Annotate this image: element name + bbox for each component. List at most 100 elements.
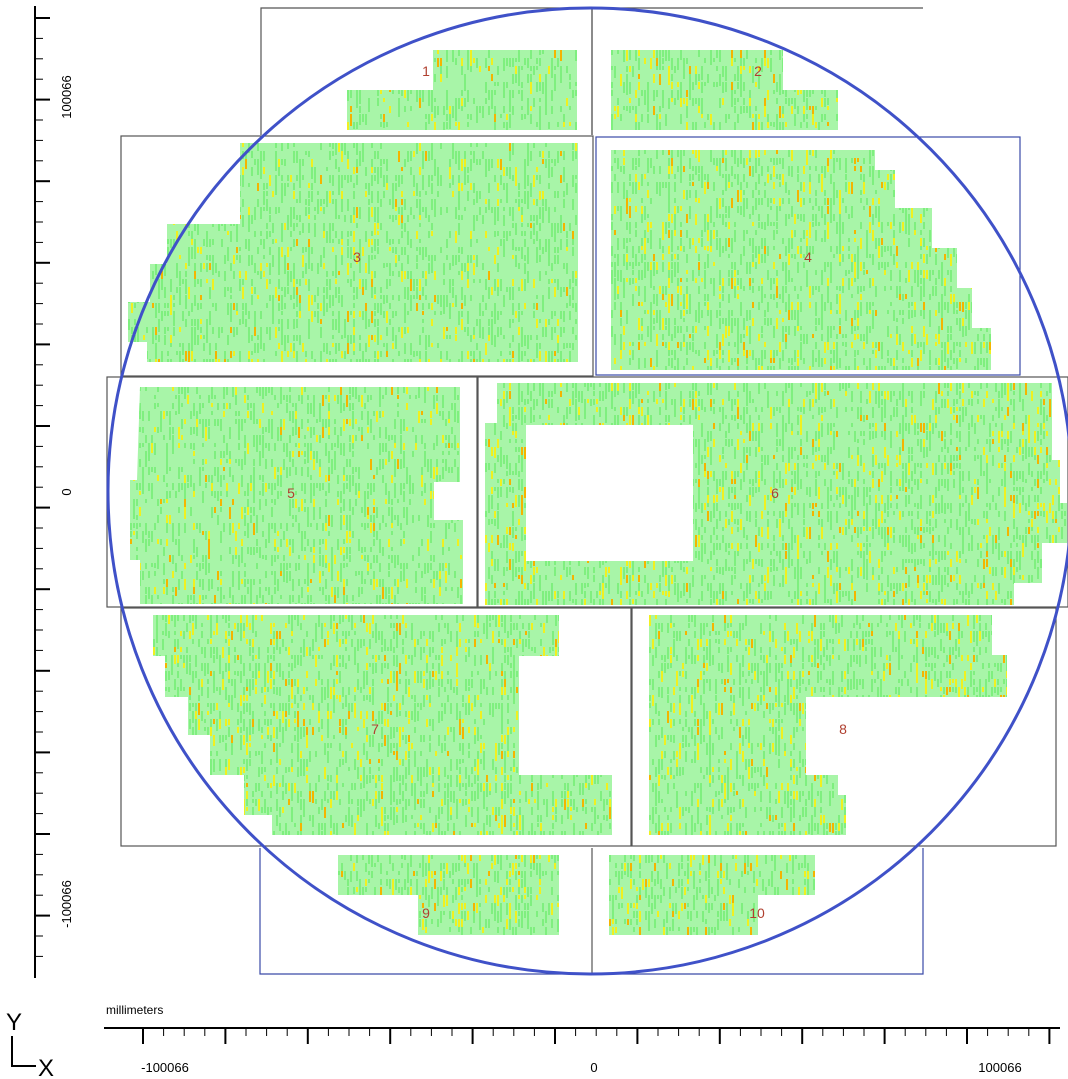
die-cell xyxy=(575,122,577,130)
die-cell xyxy=(428,114,430,124)
die-cell xyxy=(206,167,208,178)
die-cell xyxy=(938,238,940,249)
die-cell xyxy=(875,206,877,218)
die-cell xyxy=(181,403,183,407)
die-cell xyxy=(220,491,222,496)
die-cell xyxy=(197,303,199,310)
die-cell xyxy=(512,58,514,67)
die-cell xyxy=(356,122,358,129)
die-cell xyxy=(476,114,478,123)
die-cell xyxy=(857,254,859,266)
die-cell xyxy=(316,483,318,488)
die-cell xyxy=(914,310,916,317)
die-cell xyxy=(512,207,514,219)
die-cell xyxy=(554,191,556,198)
die-cell xyxy=(251,335,253,341)
die-cell xyxy=(374,303,376,310)
die-cell xyxy=(260,151,262,163)
die-cell xyxy=(374,359,376,362)
die-cell xyxy=(133,507,135,519)
die-cell xyxy=(377,167,379,179)
die-cell xyxy=(623,158,625,165)
die-cell xyxy=(812,114,814,125)
die-cell xyxy=(830,350,832,354)
die-cell xyxy=(431,58,433,63)
die-cell xyxy=(449,114,451,123)
die-cell xyxy=(401,263,403,271)
die-cell xyxy=(623,166,625,174)
die-cell xyxy=(197,247,199,253)
die-cell xyxy=(191,327,193,336)
die-cell xyxy=(247,507,249,515)
die-cell xyxy=(746,182,748,188)
die-cell xyxy=(173,327,175,336)
die-cell xyxy=(722,98,724,105)
die-cell xyxy=(839,302,841,314)
die-cell xyxy=(560,359,562,362)
die-cell xyxy=(719,310,721,316)
die-cell xyxy=(166,459,168,467)
die-cell xyxy=(223,595,225,599)
die-cell xyxy=(266,183,268,189)
die-cell xyxy=(214,395,216,399)
die-cell xyxy=(319,539,321,545)
die-cell xyxy=(827,74,829,85)
die-cell xyxy=(172,531,174,542)
die-cell xyxy=(179,295,181,305)
die-cell xyxy=(653,50,655,58)
die-cell xyxy=(950,254,952,266)
die-cell xyxy=(836,358,838,369)
die-cell xyxy=(176,351,178,355)
die-cell xyxy=(779,106,781,118)
die-cell xyxy=(626,198,628,210)
die-cell xyxy=(488,247,490,251)
die-cell xyxy=(893,366,895,370)
die-cell xyxy=(139,403,141,414)
die-cell xyxy=(377,82,379,89)
die-cell xyxy=(139,507,141,516)
die-cell xyxy=(554,247,556,253)
die-cell xyxy=(941,310,943,322)
die-cell xyxy=(905,366,907,370)
die-cell xyxy=(203,239,205,246)
die-cell xyxy=(289,539,291,545)
die-cell xyxy=(188,287,190,299)
die-cell xyxy=(296,279,298,284)
die-cell xyxy=(467,58,469,70)
die-cell xyxy=(262,403,264,413)
die-cell xyxy=(551,327,553,338)
die-cell xyxy=(692,270,694,281)
die-cell xyxy=(536,335,538,340)
die-cell xyxy=(160,603,162,604)
die-cell xyxy=(950,294,952,304)
die-cell xyxy=(278,263,280,273)
die-cell xyxy=(806,270,808,279)
die-cell xyxy=(692,342,694,352)
die-cell xyxy=(797,246,799,254)
die-cell xyxy=(911,182,913,186)
die-cell xyxy=(311,295,313,305)
die-cell xyxy=(179,159,181,169)
die-cell xyxy=(710,114,712,125)
die-cell xyxy=(980,190,982,197)
die-cell xyxy=(929,182,931,190)
die-cell xyxy=(947,302,949,313)
die-cell xyxy=(791,166,793,177)
die-cell xyxy=(308,255,310,266)
die-cell xyxy=(467,319,469,324)
die-cell xyxy=(271,523,273,529)
die-cell xyxy=(440,74,442,82)
die-cell xyxy=(151,435,153,443)
die-cell xyxy=(821,90,823,94)
die-cell xyxy=(482,215,484,224)
die-cell xyxy=(554,359,556,362)
die-cell xyxy=(566,98,568,106)
die-cell xyxy=(247,579,249,584)
die-cell xyxy=(953,198,955,209)
die-cell xyxy=(290,175,292,182)
die-cell xyxy=(256,419,258,424)
die-cell xyxy=(770,366,772,370)
die-cell xyxy=(476,143,478,147)
die-cell xyxy=(518,343,520,352)
die-cell xyxy=(265,459,267,469)
